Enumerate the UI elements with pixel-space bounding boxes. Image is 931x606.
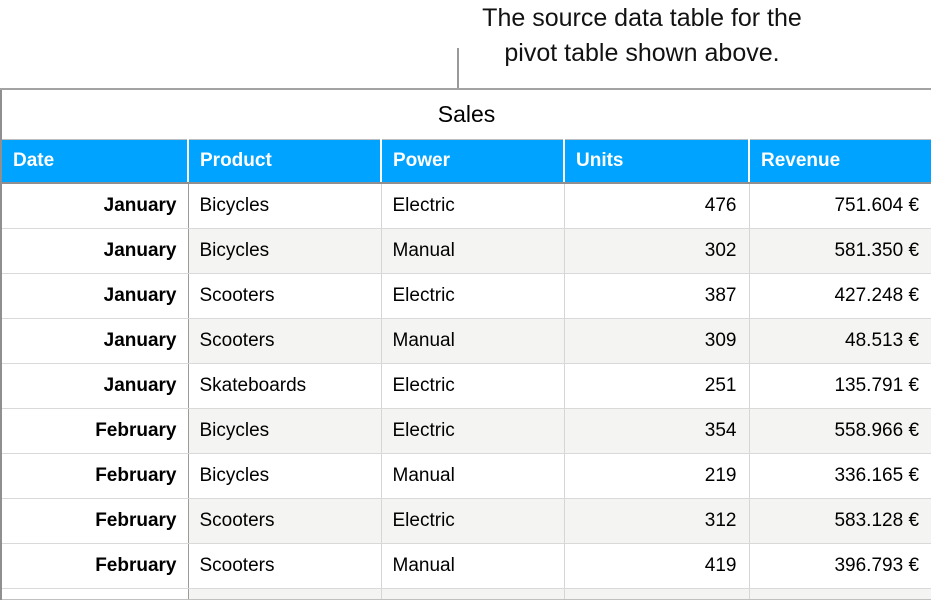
table-row: February Scooters Electric 312 583.128 € bbox=[1, 498, 931, 544]
power-cell[interactable]: Electric bbox=[381, 498, 565, 544]
units-cell[interactable]: 354 bbox=[564, 408, 750, 454]
units-cell[interactable]: 219 bbox=[564, 453, 750, 499]
product-cell[interactable]: Bicycles bbox=[188, 183, 382, 229]
revenue-cell[interactable]: 751.604 € bbox=[749, 183, 931, 229]
units-cell[interactable]: 312 bbox=[564, 498, 750, 544]
revenue-cell[interactable]: 396.793 € bbox=[749, 543, 931, 589]
table-row: January Skateboards Electric 251 135.791… bbox=[1, 363, 931, 409]
product-cell[interactable]: Skateboards bbox=[188, 363, 382, 409]
power-cell[interactable] bbox=[381, 588, 565, 600]
power-cell[interactable]: Manual bbox=[381, 543, 565, 589]
date-cell[interactable]: January bbox=[1, 183, 189, 229]
table-row: February Scooters Manual 419 396.793 € bbox=[1, 543, 931, 589]
date-cell[interactable]: February bbox=[1, 408, 189, 454]
source-data-table: Sales Date Product Power Units Revenue J… bbox=[0, 88, 931, 600]
power-cell[interactable]: Manual bbox=[381, 228, 565, 274]
revenue-cell[interactable] bbox=[749, 588, 931, 600]
units-cell[interactable]: 419 bbox=[564, 543, 750, 589]
date-cell[interactable]: January bbox=[1, 363, 189, 409]
revenue-cell[interactable]: 583.128 € bbox=[749, 498, 931, 544]
callout-line1: The source data table for the bbox=[482, 4, 802, 32]
units-cell[interactable] bbox=[564, 588, 750, 600]
table-row: January Scooters Manual 309 48.513 € bbox=[1, 318, 931, 364]
revenue-cell[interactable]: 581.350 € bbox=[749, 228, 931, 274]
table-title-row: Sales bbox=[1, 89, 931, 140]
table-row: February Bicycles Manual 219 336.165 € bbox=[1, 453, 931, 499]
units-cell[interactable]: 251 bbox=[564, 363, 750, 409]
product-cell[interactable]: Bicycles bbox=[188, 453, 382, 499]
date-cell[interactable]: February bbox=[1, 498, 189, 544]
column-header-product[interactable]: Product bbox=[188, 139, 382, 184]
table-row: January Bicycles Electric 476 751.604 € bbox=[1, 183, 931, 229]
product-cell[interactable]: Scooters bbox=[188, 498, 382, 544]
units-cell[interactable]: 302 bbox=[564, 228, 750, 274]
callout-line2: pivot table shown above. bbox=[504, 39, 780, 67]
date-cell[interactable]: February bbox=[1, 543, 189, 589]
power-cell[interactable]: Manual bbox=[381, 453, 565, 499]
power-cell[interactable]: Electric bbox=[381, 408, 565, 454]
units-cell[interactable]: 476 bbox=[564, 183, 750, 229]
power-cell[interactable]: Manual bbox=[381, 318, 565, 364]
power-cell[interactable]: Electric bbox=[381, 273, 565, 319]
column-header-date[interactable]: Date bbox=[1, 139, 189, 184]
product-cell[interactable]: Scooters bbox=[188, 543, 382, 589]
power-cell[interactable]: Electric bbox=[381, 363, 565, 409]
revenue-cell[interactable]: 336.165 € bbox=[749, 453, 931, 499]
revenue-cell[interactable]: 135.791 € bbox=[749, 363, 931, 409]
units-cell[interactable]: 387 bbox=[564, 273, 750, 319]
units-cell[interactable]: 309 bbox=[564, 318, 750, 364]
revenue-cell[interactable]: 558.966 € bbox=[749, 408, 931, 454]
product-cell[interactable]: Scooters bbox=[188, 318, 382, 364]
revenue-cell[interactable]: 48.513 € bbox=[749, 318, 931, 364]
product-cell[interactable]: Bicycles bbox=[188, 408, 382, 454]
date-cell[interactable]: February bbox=[1, 453, 189, 499]
partial-table-row bbox=[1, 588, 931, 600]
table-row: January Bicycles Manual 302 581.350 € bbox=[1, 228, 931, 274]
table-header-row: Date Product Power Units Revenue bbox=[1, 139, 931, 184]
date-cell[interactable]: January bbox=[1, 318, 189, 364]
column-header-units[interactable]: Units bbox=[564, 139, 750, 184]
revenue-cell[interactable]: 427.248 € bbox=[749, 273, 931, 319]
date-cell[interactable]: January bbox=[1, 273, 189, 319]
product-cell[interactable]: Bicycles bbox=[188, 228, 382, 274]
date-cell[interactable] bbox=[1, 588, 189, 600]
product-cell[interactable]: Scooters bbox=[188, 273, 382, 319]
table-title[interactable]: Sales bbox=[1, 89, 931, 140]
table-row: February Bicycles Electric 354 558.966 € bbox=[1, 408, 931, 454]
date-cell[interactable]: January bbox=[1, 228, 189, 274]
column-header-power[interactable]: Power bbox=[381, 139, 565, 184]
power-cell[interactable]: Electric bbox=[381, 183, 565, 229]
callout-caption: The source data table for the pivot tabl… bbox=[430, 1, 854, 71]
table-row: January Scooters Electric 387 427.248 € bbox=[1, 273, 931, 319]
callout-connector-line bbox=[457, 48, 459, 90]
product-cell[interactable] bbox=[188, 588, 382, 600]
column-header-revenue[interactable]: Revenue bbox=[749, 139, 931, 184]
